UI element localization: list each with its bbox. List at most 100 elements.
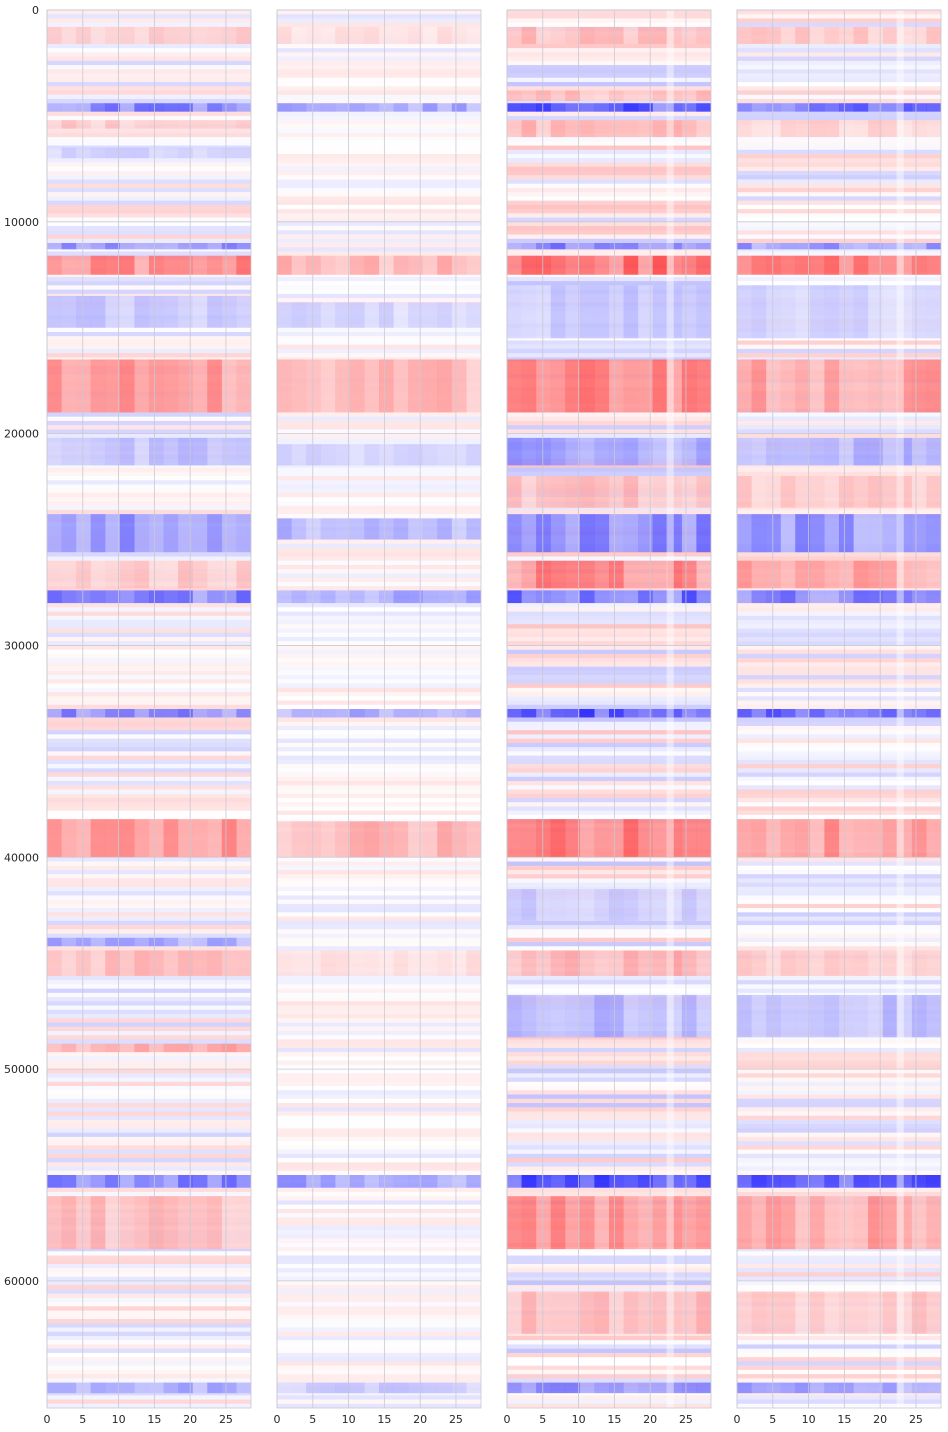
heatmap-cell [507, 115, 711, 121]
heatmap-cell [609, 255, 624, 275]
heatmap-cell [47, 1141, 251, 1146]
heatmap-cell [47, 276, 251, 282]
heatmap-cell [737, 895, 941, 900]
heatmap-cell [277, 709, 292, 718]
heatmap-cell [737, 1052, 941, 1057]
heatmap-cell [47, 759, 251, 765]
heatmap-cell [277, 1234, 481, 1239]
heatmap-cell [47, 734, 251, 739]
heatmap-cell [507, 641, 711, 646]
heatmap-cell [393, 590, 409, 604]
heatmap-cell [681, 243, 697, 250]
heatmap-cell [853, 590, 869, 604]
heatmap-cell [277, 1263, 481, 1269]
heatmap-cell [737, 48, 941, 53]
heatmap-cell [364, 103, 380, 112]
heatmap-cell [277, 204, 481, 210]
heatmap-cell [90, 120, 106, 129]
heatmap-cell [163, 514, 179, 553]
heatmap-cell [737, 94, 941, 100]
x-tick-label: 0 [504, 1413, 511, 1426]
heatmap-cell [221, 709, 237, 718]
heatmap-cell [911, 950, 927, 976]
heatmap-cell [926, 819, 941, 858]
heatmap-cell [47, 632, 251, 638]
heatmap-cell [437, 950, 453, 976]
heatmap-cell [364, 255, 380, 275]
heatmap-cell [105, 295, 121, 328]
heatmap-cell [507, 1285, 711, 1290]
heatmap-cell [737, 1255, 941, 1261]
heatmap-cell [681, 437, 697, 466]
heatmap-cell [134, 120, 150, 129]
heatmap-cell [277, 26, 292, 44]
heatmap-cell [737, 1272, 941, 1277]
heatmap-cell [853, 437, 869, 466]
heatmap-cell [507, 653, 711, 659]
heatmap-cell [90, 560, 106, 589]
heatmap-cell [47, 730, 251, 735]
heatmap-cell [853, 120, 869, 138]
heatmap-cell [349, 255, 365, 275]
heatmap-cell [408, 359, 424, 413]
heatmap-cell [507, 90, 522, 102]
heatmap-cell [47, 603, 251, 608]
x-tick-label: 0 [274, 1413, 281, 1426]
heatmap-cell [277, 1005, 481, 1011]
heatmap-cell [853, 994, 869, 1038]
heatmap-cell [926, 590, 941, 604]
heatmap-cell [667, 560, 683, 589]
heatmap-cell [163, 147, 179, 159]
heatmap-cell [507, 433, 711, 439]
heatmap-cell [221, 120, 237, 129]
heatmap-cell [911, 437, 927, 466]
heatmap-cell [277, 86, 481, 91]
heatmap-cell [507, 111, 711, 117]
heatmap-cell [579, 437, 595, 466]
heatmap-cell [47, 1102, 251, 1108]
heatmap-cell [737, 865, 941, 871]
heatmap-cell [737, 1162, 941, 1167]
heatmap-cell [47, 1145, 251, 1150]
heatmap-cell [795, 994, 811, 1038]
heatmap-cell [277, 1018, 481, 1023]
heatmap-cell [207, 437, 223, 466]
heatmap-cell [795, 1175, 811, 1188]
heatmap-cell [349, 821, 365, 858]
heatmap-cell [149, 359, 164, 413]
heatmap-cell [507, 696, 711, 701]
heatmap-cell [437, 518, 453, 540]
heatmap-cell [47, 255, 62, 275]
heatmap-cell [277, 628, 481, 634]
heatmap-cell [47, 992, 251, 998]
heatmap-cell [47, 1077, 251, 1083]
heatmap-cell [737, 162, 941, 168]
heatmap-cell [47, 141, 251, 146]
heatmap-cell [349, 26, 365, 44]
heatmap-cell [47, 26, 62, 44]
heatmap-cell [868, 709, 884, 718]
heatmap-cell [737, 1102, 941, 1108]
heatmap-cell [277, 1251, 481, 1256]
heatmap-cell [47, 1327, 251, 1333]
heatmap-cell [76, 26, 92, 44]
heatmap-cell [335, 709, 351, 718]
heatmap-cell [47, 1060, 251, 1066]
heatmap-cell [623, 285, 639, 339]
heatmap-cell [306, 359, 322, 413]
heatmap-cell [507, 230, 711, 235]
heatmap-cell [349, 1382, 365, 1394]
heatmap-cell [47, 1170, 251, 1176]
heatmap-cell [47, 615, 251, 621]
heatmap-cell [853, 560, 869, 589]
heatmap-cell [47, 230, 251, 235]
heatmap-cell [623, 359, 639, 413]
heatmap-cell [277, 200, 481, 206]
heatmap-cell [507, 806, 711, 811]
heatmap-cell [277, 1403, 481, 1408]
heatmap-cell [236, 147, 251, 159]
heatmap-cell [277, 755, 481, 761]
heatmap-cell [320, 1175, 336, 1188]
heatmap-cell [134, 1382, 150, 1394]
heatmap-cell [853, 26, 869, 44]
